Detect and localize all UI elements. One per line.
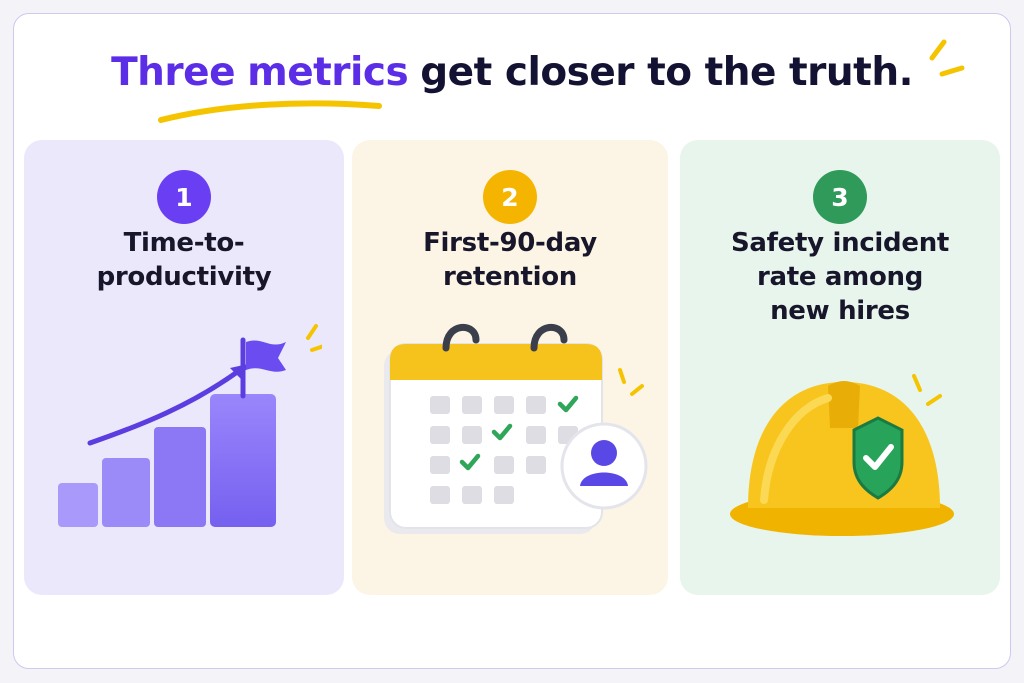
metric-label-line: Safety incident [730,228,950,258]
headline: Three metrics get closer to the truth. [0,50,1024,95]
rising-bar-chart-with-flag-icon [58,324,322,527]
number-badge: 1 [157,170,211,224]
metric-label-line: Time-to- [123,228,245,258]
metric-card-time-to-productivity: 1 Time-to- productivity [24,140,344,595]
metric-label-line: retention [442,262,578,292]
metric-label: First-90-day retention [362,226,658,294]
metric-label: Safety incident rate among new hires [690,226,990,328]
hard-hat-with-shield-check-icon [730,374,954,536]
metric-label-line: First-90-day [423,228,597,258]
headline-accent-three: Three [111,50,236,95]
headline-accent-metrics: metrics [247,50,409,95]
metric-label-line: new hires [770,296,910,326]
number-badge: 2 [483,170,537,224]
metric-label: Time-to- productivity [34,226,334,294]
metric-label-line: rate among [756,262,924,292]
metric-card-first-90-day-retention: 2 First-90-day retention [352,140,668,595]
number-badge: 3 [813,170,867,224]
metric-card-safety-incident-rate: 3 Safety incident rate among new hires [680,140,1000,595]
metric-label-line: productivity [96,262,272,292]
sparkle-icon [929,39,965,77]
headline-rest: get closer to the truth. [420,50,913,95]
underline-swoosh-icon [158,100,382,123]
calendar-with-checkmarks-and-person-icon [384,323,648,534]
